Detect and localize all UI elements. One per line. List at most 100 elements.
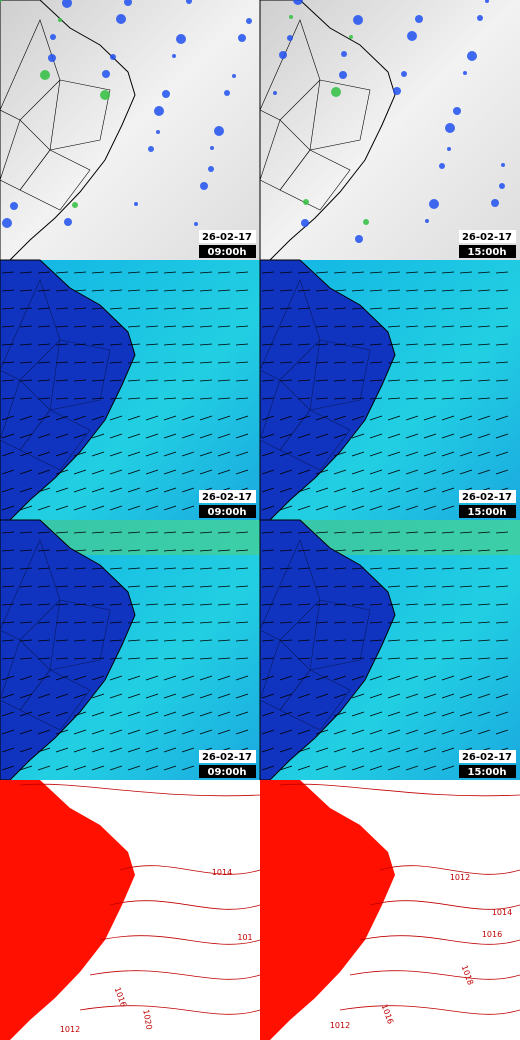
wind-arrow (109, 603, 123, 606)
wind-arrow (1, 469, 15, 475)
wind-arrow (145, 603, 159, 606)
wind-arrow (19, 343, 33, 346)
wind-arrow (333, 307, 347, 310)
wind-arrow (279, 415, 293, 421)
wind-arrow (297, 729, 311, 735)
wind-arrow (495, 729, 509, 735)
wind-arrow (181, 487, 195, 493)
precipitation (415, 15, 423, 23)
wind-arrow (73, 487, 87, 493)
wind-arrow (91, 729, 105, 735)
wind-arrow (145, 289, 159, 292)
wind-arrow (19, 729, 33, 735)
wind-arrow (495, 639, 509, 642)
wind-arrow (315, 531, 329, 534)
wind-arrow (73, 603, 87, 606)
wind-arrow (459, 549, 473, 552)
wind-arrow (297, 451, 311, 457)
wind-arrow (333, 603, 347, 606)
wind-arrow (333, 567, 347, 570)
precipitation (134, 202, 138, 206)
wind-arrow (199, 567, 213, 570)
wind-arrow (19, 567, 33, 570)
wind-arrow (217, 711, 231, 717)
wind-arrow (1, 433, 15, 439)
wind-arrow (495, 675, 509, 681)
wind-arrow (19, 657, 33, 660)
wind-arrow (73, 469, 87, 475)
wind-arrow (109, 639, 123, 642)
wind-arrow (315, 585, 329, 588)
wind-arrow (459, 415, 473, 421)
wind-arrow (145, 747, 159, 753)
wind-arrow (217, 307, 231, 310)
wind-arrow (387, 289, 401, 292)
precipitation (467, 51, 477, 61)
wind-arrow (37, 433, 51, 439)
map-panel: 26-02-17 09:00h (0, 259, 260, 521)
state-border (49, 79, 111, 151)
time-label: 09:00h (208, 247, 247, 258)
wind-arrow (369, 433, 383, 439)
wind-arrow (297, 675, 311, 681)
precipitation (124, 0, 132, 6)
wind-arrow (459, 531, 473, 534)
wind-arrow (91, 621, 105, 624)
wind-arrow (235, 397, 249, 400)
wind-arrow (423, 451, 437, 457)
wind-arrow (91, 451, 105, 457)
wind-arrow (199, 693, 213, 699)
wind-arrow (19, 379, 33, 382)
wind-arrow (423, 307, 437, 310)
wind-arrow (369, 765, 383, 771)
wind-arrow (261, 693, 275, 699)
wind-arrow (109, 415, 123, 421)
isobar-label: 1012 (450, 873, 470, 882)
wind-arrow (369, 729, 383, 735)
precipitation (363, 219, 369, 225)
wind-arrow (73, 747, 87, 753)
wind-arrow (351, 433, 365, 439)
date-box (459, 230, 516, 243)
wind-arrow (127, 361, 141, 364)
wind-arrow (261, 711, 275, 717)
date-label: 26-02-17 (462, 492, 512, 503)
wind-arrow (109, 747, 123, 753)
wind-arrow (279, 433, 293, 439)
wind-arrow (297, 621, 311, 624)
wind-arrow (441, 397, 455, 400)
wind-arrow (37, 271, 51, 274)
precipitation (156, 130, 160, 134)
wind-arrow (495, 379, 509, 382)
wind-arrow (91, 585, 105, 588)
precipitation (0, 0, 2, 2)
wind-arrow (477, 549, 491, 552)
wind-arrow (73, 531, 87, 534)
isobar (339, 1005, 520, 1015)
wind-arrow (261, 361, 275, 364)
precipitation (331, 87, 341, 97)
wind-arrow (351, 531, 365, 534)
isobar (349, 970, 520, 980)
wind-arrow (333, 343, 347, 346)
wind-arrow (163, 397, 177, 400)
coastline (0, 0, 136, 261)
wind-arrow (145, 531, 159, 534)
wind-arrow (199, 603, 213, 606)
wind-arrow (73, 307, 87, 310)
time-label: 15:00h (468, 507, 507, 518)
wind-arrow (333, 379, 347, 382)
wind-arrow (127, 289, 141, 292)
wind-arrow (19, 397, 33, 400)
wind-arrow (55, 621, 69, 624)
wind-arrow (423, 603, 437, 606)
wind-arrow (217, 729, 231, 735)
wind-arrow (297, 505, 311, 511)
wind-arrow (459, 603, 473, 606)
wind-arrow (37, 729, 51, 735)
wind-arrow (423, 469, 437, 475)
precipitation (349, 35, 353, 39)
wind-arrow (495, 585, 509, 588)
wind-arrow (369, 307, 383, 310)
wind-arrow (235, 379, 249, 382)
